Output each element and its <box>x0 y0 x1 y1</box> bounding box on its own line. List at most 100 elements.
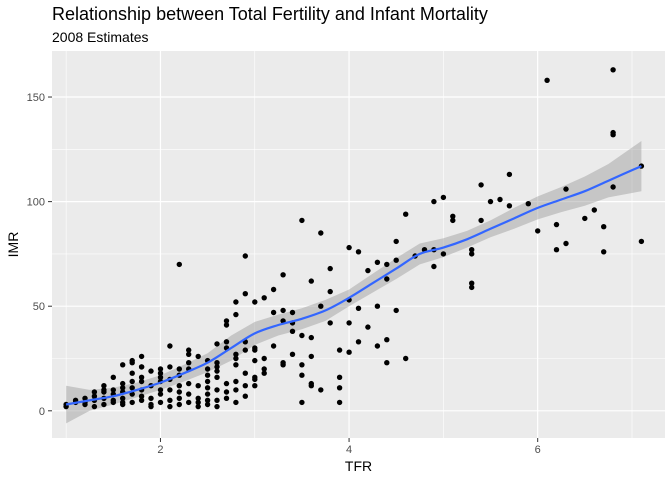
data-point <box>204 366 211 372</box>
data-point <box>308 334 314 341</box>
data-point <box>138 353 145 360</box>
data-point <box>204 378 211 385</box>
data-point <box>157 370 164 376</box>
data-point <box>553 221 560 228</box>
y-tick-label: 0 <box>39 406 45 418</box>
data-point <box>280 360 286 366</box>
data-point <box>553 247 560 253</box>
data-point <box>223 339 230 345</box>
data-point <box>176 383 182 389</box>
data-point <box>346 320 352 326</box>
data-point <box>186 351 192 357</box>
data-point <box>478 217 484 224</box>
data-point <box>176 261 182 268</box>
data-point <box>591 207 597 213</box>
data-point <box>101 401 107 408</box>
data-point <box>506 171 513 178</box>
data-point <box>469 284 475 291</box>
data-point <box>252 383 258 389</box>
data-point <box>384 276 390 282</box>
data-point <box>638 238 645 245</box>
data-point <box>431 263 437 270</box>
chart-subtitle: 2008 Estimates <box>52 29 149 45</box>
data-point <box>214 387 220 393</box>
data-point <box>440 251 447 257</box>
data-point <box>506 203 513 209</box>
data-point <box>601 249 607 255</box>
data-point <box>393 257 399 263</box>
data-point <box>167 397 173 403</box>
data-point <box>384 261 390 268</box>
data-point <box>299 332 305 339</box>
data-point <box>138 393 145 399</box>
data-point <box>261 295 267 301</box>
data-point <box>233 387 239 393</box>
data-point <box>176 389 182 395</box>
data-point <box>610 184 616 190</box>
data-point <box>336 347 343 353</box>
data-point <box>242 383 248 389</box>
data-point <box>355 305 362 311</box>
data-point <box>91 393 98 399</box>
data-point <box>318 303 324 309</box>
data-point <box>223 389 230 395</box>
data-point <box>289 328 296 334</box>
data-point <box>280 272 286 278</box>
data-point <box>120 399 126 406</box>
data-point <box>299 399 305 406</box>
data-point <box>242 253 248 259</box>
data-point <box>336 385 343 391</box>
data-point <box>91 389 98 395</box>
x-tick-label: 2 <box>157 444 163 456</box>
data-point <box>204 372 211 378</box>
data-point <box>431 198 437 205</box>
data-point <box>403 355 409 362</box>
data-point <box>195 403 201 410</box>
data-points <box>63 67 645 410</box>
data-point <box>233 378 239 385</box>
data-point <box>195 395 201 401</box>
data-point <box>242 370 248 376</box>
data-point <box>346 349 352 355</box>
x-axis-ticks: 2 4 6 <box>157 438 541 456</box>
data-point <box>186 360 192 366</box>
data-point <box>450 217 456 224</box>
data-point <box>252 345 258 351</box>
data-point <box>582 215 588 222</box>
data-point <box>204 385 211 391</box>
y-tick-label: 50 <box>33 301 45 313</box>
data-point <box>176 401 182 408</box>
data-point <box>450 213 456 219</box>
data-point <box>525 201 531 207</box>
data-point <box>195 383 201 389</box>
data-point <box>167 387 173 393</box>
data-point <box>318 387 324 393</box>
chart-title: Relationship between Total Fertility and… <box>52 4 488 24</box>
data-point <box>214 364 220 370</box>
data-point <box>384 360 390 366</box>
data-point <box>280 307 286 314</box>
data-point <box>252 357 258 364</box>
data-point <box>469 251 475 257</box>
data-point <box>233 399 239 406</box>
data-point <box>327 265 333 272</box>
data-point <box>261 370 267 376</box>
data-point <box>374 343 381 349</box>
x-tick-label: 6 <box>535 444 541 456</box>
data-point <box>120 385 126 391</box>
data-point <box>242 393 248 399</box>
data-point <box>214 360 220 366</box>
data-point <box>157 366 164 372</box>
data-point <box>138 374 145 380</box>
data-point <box>563 240 569 247</box>
data-point <box>233 355 239 362</box>
data-point <box>176 395 182 401</box>
smooth-line <box>65 165 642 406</box>
data-point <box>186 380 192 387</box>
data-point <box>440 194 447 201</box>
data-point <box>223 380 230 387</box>
data-point <box>214 374 220 380</box>
data-point <box>214 403 220 410</box>
